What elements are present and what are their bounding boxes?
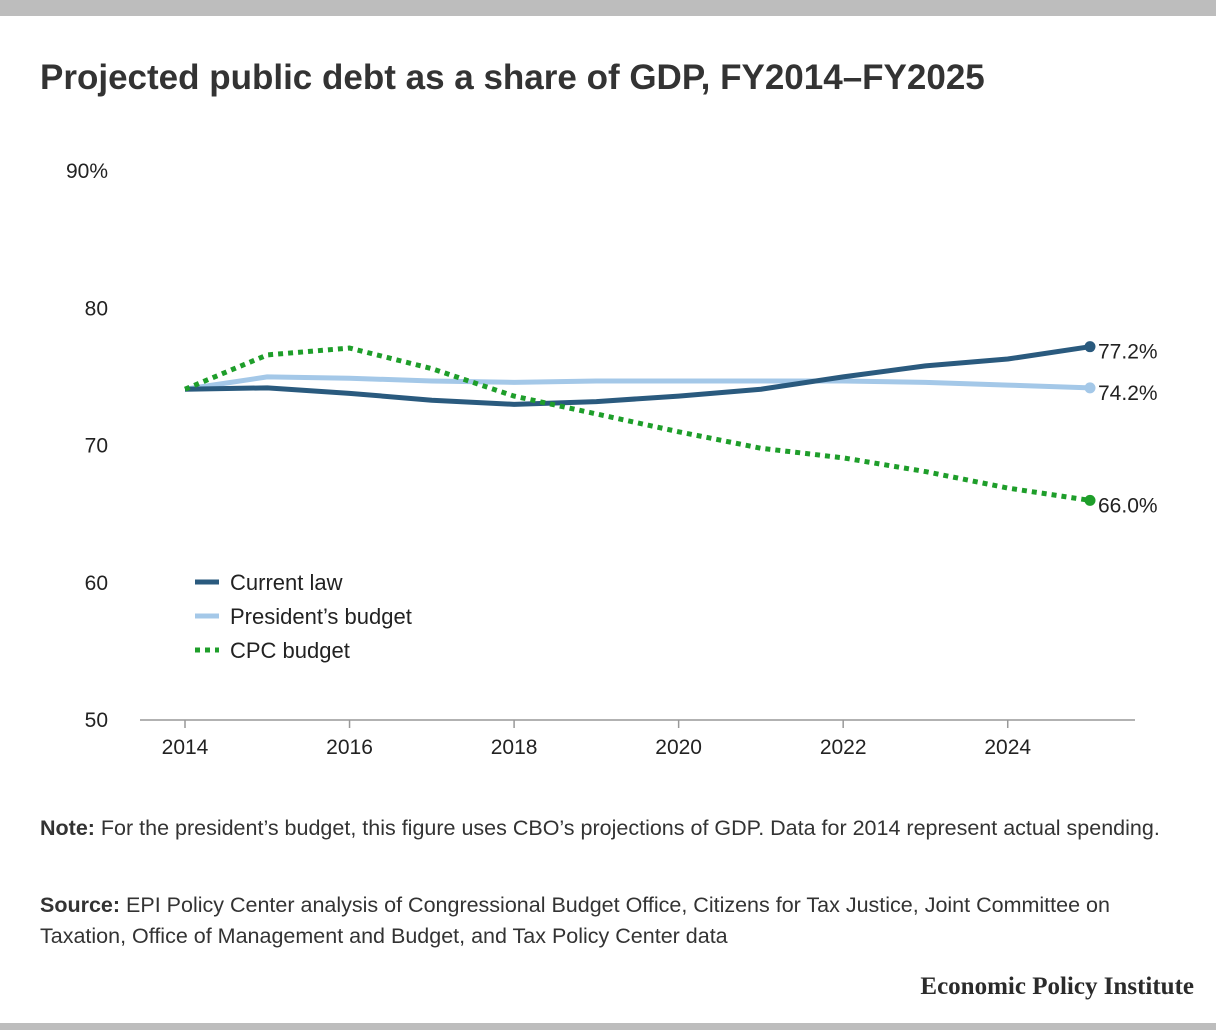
x-tick-label: 2020 — [655, 736, 702, 759]
chart-title: Projected public debt as a share of GDP,… — [40, 58, 985, 97]
brand-wordmark: Economic Policy Institute — [920, 973, 1194, 1000]
series-end-point — [1084, 341, 1096, 353]
legend-label: Current law — [230, 570, 343, 595]
x-tick-label: 2016 — [326, 736, 373, 759]
line-chart: 50 60 70 80 90% 2014 2016 2018 2020 2022 2024 74.2%… — [66, 160, 1158, 759]
y-tick-label: 50 — [85, 709, 108, 732]
x-tick-label: 2022 — [820, 736, 867, 759]
source-label: Source: — [40, 893, 121, 917]
y-tick-label: 70 — [85, 435, 108, 458]
series-end-point — [1084, 382, 1096, 394]
x-tick-label: 2014 — [162, 736, 209, 759]
chart-source: Source: EPI Policy Center analysis of Co… — [40, 890, 1170, 952]
y-tick-label: 80 — [85, 297, 108, 320]
source-text: EPI Policy Center analysis of Congressio… — [40, 893, 1110, 948]
series-line — [184, 344, 1091, 407]
y-tick-label: 60 — [85, 572, 108, 595]
series-end-point — [1084, 494, 1096, 506]
top-frame-bar — [0, 0, 1216, 16]
note-text: For the president’s budget, this figure … — [94, 816, 1160, 840]
series-end-label: 66.0% — [1098, 494, 1158, 517]
series-line — [184, 345, 1091, 503]
x-tick-label: 2024 — [984, 736, 1031, 759]
series-line — [184, 374, 1091, 392]
y-tick-label: 90% — [66, 160, 108, 183]
chart-note: Note: For the president’s budget, this f… — [40, 813, 1170, 844]
x-tick-label: 2018 — [491, 736, 538, 759]
series-end-label: 77.2% — [1098, 341, 1158, 364]
legend-label: President’s budget — [230, 604, 412, 629]
series-end-label: 74.2% — [1098, 382, 1158, 405]
bottom-frame-bar — [0, 1023, 1216, 1030]
note-label: Note: — [40, 816, 95, 840]
legend-label: CPC budget — [230, 638, 350, 663]
